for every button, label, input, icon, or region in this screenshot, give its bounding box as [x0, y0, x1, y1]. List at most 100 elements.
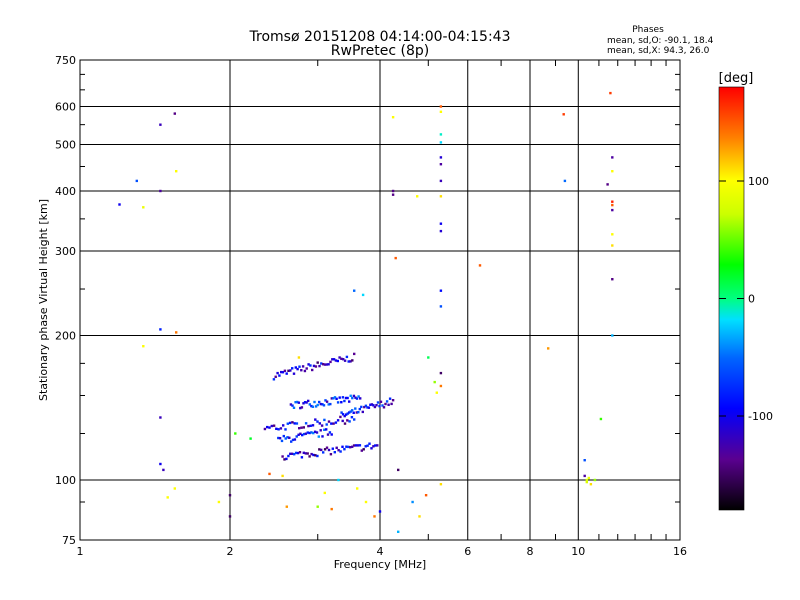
echo-point — [340, 401, 343, 404]
echo-point — [296, 451, 300, 455]
echo-point — [313, 430, 317, 433]
echo-point — [416, 195, 419, 198]
echo-point — [278, 374, 281, 377]
echo-point — [375, 404, 378, 407]
echo-point — [318, 364, 321, 368]
echo-point — [297, 401, 300, 404]
echo-point — [173, 487, 176, 490]
echo-point — [340, 357, 343, 360]
echo-point — [382, 406, 386, 409]
echo-point — [327, 363, 330, 366]
echo-point — [316, 505, 319, 508]
echo-point — [309, 364, 312, 367]
echo-point — [285, 505, 288, 508]
x-tick-label: 10 — [571, 545, 585, 558]
echo-point — [294, 451, 298, 455]
echo-point — [302, 426, 305, 429]
echo-point — [611, 200, 614, 203]
echo-point — [288, 436, 291, 439]
echo-point — [166, 496, 169, 499]
y-axis-label: Stationary phase Virtual Height [km] — [37, 199, 50, 401]
echo-point — [142, 206, 145, 209]
echo-point — [159, 416, 162, 419]
echo-point — [301, 365, 305, 368]
echo-point — [360, 449, 363, 452]
echo-point — [387, 403, 390, 406]
echo-point — [320, 424, 324, 427]
echo-point — [439, 289, 443, 292]
echo-point — [336, 359, 339, 363]
echo-point — [296, 400, 299, 404]
echo-point — [585, 478, 588, 482]
colorbar-ticks: 100 0 -100 — [719, 175, 773, 423]
echo-point — [314, 418, 317, 421]
echo-point — [300, 426, 303, 429]
echo-point — [268, 426, 271, 429]
echo-point — [286, 422, 289, 425]
echo-point — [327, 403, 330, 406]
echo-point — [283, 458, 286, 461]
echo-point — [249, 437, 252, 440]
echo-point — [315, 431, 319, 434]
echo-point — [346, 396, 349, 400]
echo-point — [327, 420, 331, 423]
echo-point — [439, 305, 443, 308]
echo-point — [348, 400, 351, 403]
echo-point — [397, 530, 400, 533]
echo-point — [370, 403, 374, 406]
echo-point — [611, 278, 614, 281]
echo-point — [352, 394, 356, 398]
echo-point — [322, 363, 325, 366]
echo-point — [372, 445, 375, 448]
echo-point — [266, 425, 269, 429]
echo-point — [424, 494, 428, 497]
echo-point — [439, 384, 443, 388]
echo-point — [293, 422, 296, 425]
echo-point — [312, 364, 316, 368]
stats-line-x: mean, sd,X: 94.3, 26.0 — [607, 46, 710, 56]
echo-point — [351, 396, 354, 400]
echo-point — [611, 244, 614, 247]
echo-point — [288, 421, 292, 425]
echo-point — [304, 422, 308, 425]
echo-point — [311, 424, 315, 427]
echo-point — [356, 487, 359, 490]
echo-point — [281, 455, 284, 458]
echo-point — [347, 360, 350, 363]
echo-point — [297, 433, 300, 436]
x-tick-label: 2 — [227, 545, 234, 558]
echo-point — [333, 451, 336, 454]
echo-point — [301, 433, 304, 437]
echo-point — [439, 179, 443, 183]
echo-point — [397, 468, 400, 472]
echo-point — [323, 448, 327, 451]
echo-point — [308, 431, 311, 435]
echo-point — [173, 112, 176, 115]
echo-point — [611, 233, 614, 236]
echo-point — [289, 369, 292, 372]
echo-point — [291, 421, 294, 424]
echo-point — [162, 468, 165, 472]
echo-point — [326, 433, 330, 436]
echo-point — [284, 428, 287, 431]
echo-point — [306, 431, 309, 434]
echo-point — [228, 515, 232, 518]
echo-point — [435, 391, 438, 394]
echo-point — [353, 418, 356, 421]
echo-point — [316, 403, 319, 407]
echo-point — [304, 432, 308, 435]
echo-point — [277, 428, 280, 431]
echo-point — [297, 356, 301, 359]
echo-point — [349, 446, 352, 449]
echo-point — [217, 500, 221, 504]
echo-point — [292, 406, 296, 409]
y-tick-label: 100 — [55, 474, 76, 487]
echo-point — [355, 411, 358, 414]
echo-point — [275, 427, 278, 430]
echo-point — [320, 448, 323, 452]
echo-point — [343, 359, 347, 362]
echo-point — [335, 397, 338, 400]
echo-point — [302, 451, 305, 454]
echo-point — [234, 432, 237, 435]
echo-point — [292, 372, 296, 375]
